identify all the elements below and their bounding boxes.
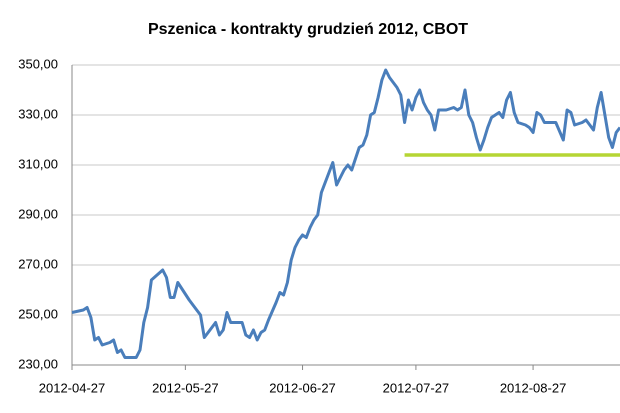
chart-title: Pszenica - kontrakty grudzień 2012, CBOT: [148, 21, 468, 38]
y-tick-label: 330,00: [18, 106, 58, 121]
x-tick-label: 2012-07-27: [383, 380, 450, 395]
y-tick-label: 250,00: [18, 306, 58, 321]
y-tick-label: 230,00: [18, 356, 58, 371]
x-tick-label: 2012-08-27: [500, 380, 567, 395]
x-tick-label: 2012-05-27: [152, 380, 219, 395]
x-tick-label: 2012-04-27: [39, 380, 106, 395]
x-tick-label: 2012-06-27: [269, 380, 336, 395]
price-line: [71, 68, 620, 359]
y-tick-label: 350,00: [18, 56, 58, 71]
y-tick-label: 270,00: [18, 256, 58, 271]
y-tick-label: 290,00: [18, 206, 58, 221]
y-tick-label: 310,00: [18, 156, 58, 171]
